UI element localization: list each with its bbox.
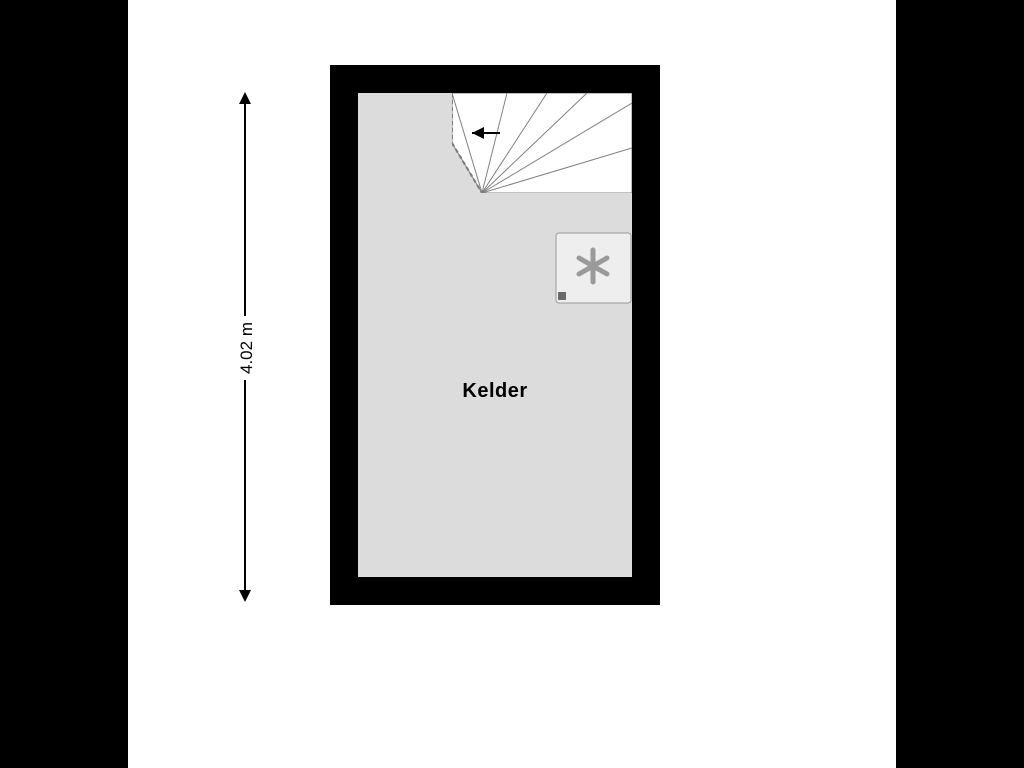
room-label: Kelder [358,380,632,403]
dimension-arrow-bottom [239,590,251,602]
dimension-arrow-top [239,92,251,104]
stairs [452,93,632,193]
dimension-text: 4.02 m [235,316,259,380]
appliance-fan [555,232,632,304]
